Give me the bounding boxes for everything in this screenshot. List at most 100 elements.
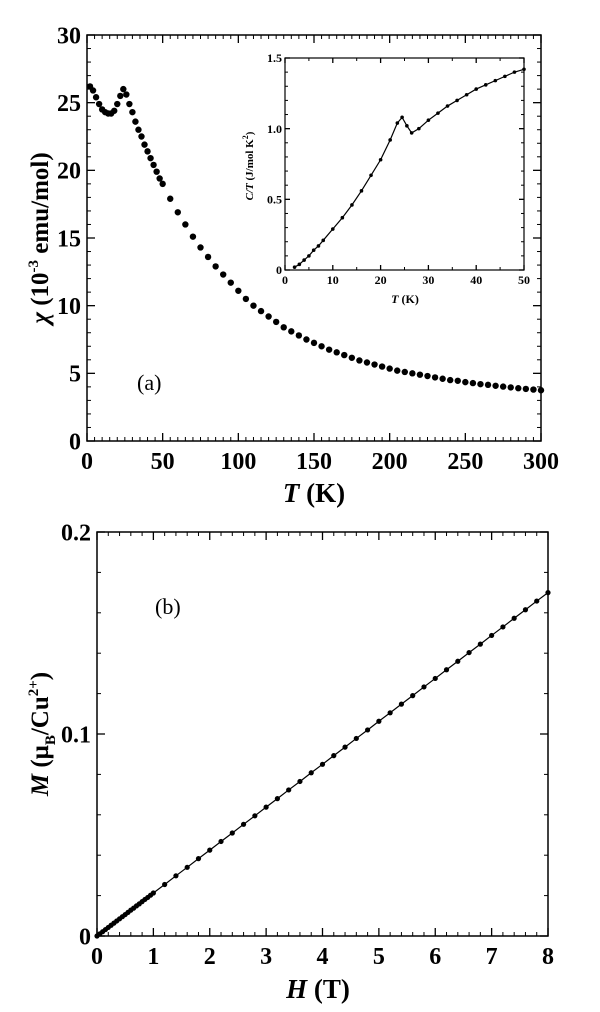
data-point bbox=[321, 238, 326, 243]
data-point bbox=[189, 233, 197, 240]
data-point bbox=[316, 244, 321, 248]
data-point bbox=[426, 118, 431, 122]
data-point bbox=[512, 70, 517, 74]
data-point bbox=[365, 727, 371, 733]
data-point bbox=[318, 343, 325, 350]
data-point bbox=[350, 203, 354, 207]
data-point bbox=[477, 380, 484, 388]
data-point bbox=[522, 607, 529, 613]
data-point bbox=[141, 141, 148, 148]
data-point bbox=[537, 387, 545, 394]
data-point bbox=[138, 133, 145, 140]
data-point bbox=[493, 78, 498, 83]
data-point bbox=[386, 365, 393, 372]
data-point bbox=[421, 684, 427, 690]
inset-c-over-t: 0 10 20 30 40 50 0 0.5 1.0 1.5 T (K) C/T (J/mol K… bbox=[241, 51, 530, 306]
data-point bbox=[530, 386, 537, 393]
x-tick-label: 150 bbox=[296, 449, 332, 475]
data-point bbox=[220, 271, 227, 278]
data-point bbox=[182, 221, 189, 228]
data-point bbox=[395, 121, 400, 125]
x-tick-label: 50 bbox=[518, 273, 530, 287]
x-tick-label: 6 bbox=[429, 944, 441, 970]
panel-b-m-vs-h: 0 1 2 3 4 5 6 7 8 0 0.1 0.2 (b) H (T) M (μB/Cu2+) bbox=[26, 520, 554, 1004]
x-tick-label: 200 bbox=[372, 449, 408, 475]
data-point bbox=[522, 67, 526, 72]
x-tick-label: 3 bbox=[260, 944, 272, 970]
panel-a-data bbox=[86, 83, 545, 394]
y-tick-label: 0 bbox=[276, 263, 282, 277]
data-point bbox=[416, 371, 424, 378]
data-point bbox=[250, 302, 257, 309]
data-point bbox=[400, 115, 404, 120]
data-point bbox=[147, 154, 154, 162]
x-tick-label: 100 bbox=[220, 449, 256, 475]
data-point bbox=[342, 744, 348, 750]
data-point bbox=[310, 339, 318, 347]
data-point bbox=[144, 148, 151, 155]
data-point bbox=[489, 632, 495, 639]
data-point bbox=[439, 375, 446, 382]
data-point bbox=[353, 735, 359, 742]
panel-a-label: (a) bbox=[137, 370, 161, 395]
y-tick-label: 20 bbox=[57, 159, 81, 185]
data-point bbox=[184, 864, 190, 870]
data-point bbox=[409, 370, 416, 377]
data-point bbox=[153, 168, 160, 175]
data-point bbox=[462, 378, 469, 386]
data-point bbox=[500, 624, 506, 630]
data-point bbox=[129, 108, 136, 116]
data-point bbox=[348, 354, 356, 361]
inset-frame bbox=[284, 57, 525, 271]
data-point bbox=[398, 701, 405, 707]
x-tick-label: 0 bbox=[81, 449, 93, 475]
data-point bbox=[331, 227, 335, 231]
data-point bbox=[120, 85, 127, 93]
data-point bbox=[359, 189, 364, 193]
panel-b-y-axis-label: M (μB/Cu2+) bbox=[26, 672, 59, 797]
data-point bbox=[150, 890, 156, 896]
y-tick-label: 5 bbox=[69, 362, 81, 388]
data-point bbox=[288, 328, 295, 335]
x-tick-label: 4 bbox=[317, 944, 329, 970]
data-point bbox=[252, 813, 258, 819]
data-point bbox=[272, 318, 280, 326]
data-point bbox=[455, 658, 461, 664]
data-point bbox=[401, 368, 408, 376]
data-point bbox=[240, 821, 247, 827]
data-point bbox=[311, 248, 316, 253]
data-point bbox=[340, 215, 345, 220]
panel-a-y-axis-label: χ (10-3 emu/mol) bbox=[26, 152, 54, 326]
data-point bbox=[325, 346, 333, 353]
data-point bbox=[123, 91, 130, 98]
data-point bbox=[212, 263, 219, 270]
data-point bbox=[388, 138, 392, 142]
data-point bbox=[507, 384, 514, 391]
data-point bbox=[162, 881, 168, 888]
data-point bbox=[159, 180, 166, 188]
y-tick-label: 0 bbox=[79, 924, 91, 950]
y-tick-label: 0.5 bbox=[267, 193, 282, 207]
data-point bbox=[292, 265, 297, 269]
data-point bbox=[431, 374, 439, 381]
data-point bbox=[218, 838, 224, 845]
data-point bbox=[204, 253, 212, 261]
data-point bbox=[376, 718, 382, 724]
data-point bbox=[387, 710, 393, 716]
x-tick-label: 2 bbox=[204, 944, 216, 970]
y-tick-label: 0 bbox=[69, 429, 81, 455]
data-point bbox=[92, 94, 100, 101]
data-point bbox=[477, 641, 483, 647]
x-tick-label: 7 bbox=[486, 944, 498, 970]
data-point bbox=[469, 379, 477, 387]
data-point bbox=[331, 753, 337, 759]
data-point bbox=[111, 107, 118, 114]
panel-a-x-axis-label: T (K) bbox=[283, 478, 345, 508]
data-point bbox=[167, 195, 174, 202]
data-point bbox=[405, 124, 409, 128]
data-point bbox=[132, 118, 139, 125]
y-tick-label: 25 bbox=[57, 91, 81, 117]
data-point bbox=[424, 372, 431, 380]
data-point bbox=[447, 376, 454, 384]
